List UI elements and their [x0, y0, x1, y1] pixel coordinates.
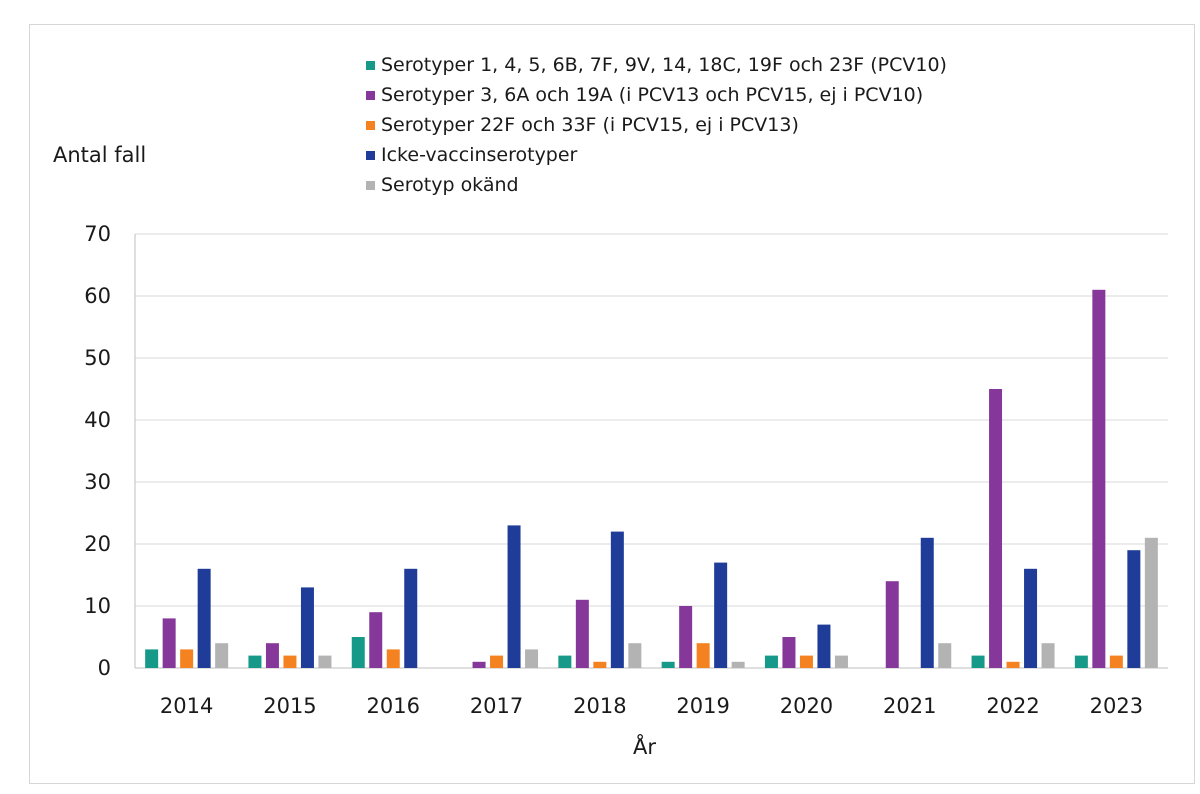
bar — [661, 661, 675, 668]
bar — [145, 649, 159, 668]
bar — [834, 655, 848, 668]
legend-swatch — [366, 60, 375, 70]
bar — [1109, 655, 1123, 668]
legend: Serotyper 1, 4, 5, 6B, 7F, 9V, 14, 18C, … — [366, 50, 947, 200]
bar — [714, 562, 728, 668]
bar — [731, 661, 745, 668]
bar — [920, 537, 934, 668]
legend-swatch — [366, 120, 375, 130]
tick-labels: 0 10 20 30 40 50 60 70 2014 2015 2016 2017 2018 2019 2… — [84, 222, 1143, 718]
bar — [351, 637, 365, 668]
bar — [1074, 655, 1088, 668]
legend-swatch — [366, 180, 375, 190]
bar — [215, 643, 229, 668]
x-tick-label: 2019 — [676, 694, 729, 718]
legend-label: Serotyper 22F och 33F (i PCV15, ej i PCV… — [381, 114, 799, 136]
legend-item: Serotyper 1, 4, 5, 6B, 7F, 9V, 14, 18C, … — [366, 50, 947, 80]
y-tick-label: 70 — [84, 222, 111, 246]
bar — [679, 606, 693, 668]
bar — [525, 649, 539, 668]
bar — [885, 581, 899, 668]
bar — [610, 531, 624, 668]
bar — [283, 655, 297, 668]
legend-label: Icke-vaccinserotyper — [381, 144, 578, 166]
bar — [490, 655, 504, 668]
legend-item: Serotyper 22F och 33F (i PCV15, ej i PCV… — [366, 110, 947, 140]
bar — [197, 568, 211, 668]
x-tick-label: 2016 — [367, 694, 420, 718]
bar — [1024, 568, 1038, 668]
bar — [989, 389, 1003, 668]
legend-label: Serotyp okänd — [381, 174, 519, 196]
bar — [1041, 643, 1055, 668]
x-tick-label: 2015 — [263, 694, 316, 718]
bar — [1092, 289, 1106, 668]
bar — [369, 612, 383, 668]
bar — [248, 655, 262, 668]
y-tick-label: 40 — [84, 408, 111, 432]
bar — [180, 649, 194, 668]
bar — [971, 655, 985, 668]
bar — [1006, 661, 1020, 668]
bar — [507, 525, 521, 668]
x-axis-label: År — [633, 735, 656, 759]
bar — [386, 649, 400, 668]
y-tick-label: 60 — [84, 284, 111, 308]
bar — [558, 655, 572, 668]
legend-item: Serotyp okänd — [366, 170, 947, 200]
bar — [318, 655, 332, 668]
x-tick-label: 2022 — [986, 694, 1039, 718]
legend-swatch — [366, 90, 375, 100]
x-tick-label: 2020 — [780, 694, 833, 718]
bar — [300, 587, 314, 668]
x-tick-label: 2017 — [470, 694, 523, 718]
legend-label: Serotyper 3, 6A och 19A (i PCV13 och PCV… — [381, 84, 924, 106]
y-tick-label: 20 — [84, 532, 111, 556]
y-tick-label: 50 — [84, 346, 111, 370]
bar — [764, 655, 778, 668]
x-tick-label: 2023 — [1090, 694, 1143, 718]
axes — [134, 234, 1168, 669]
y-tick-label: 30 — [84, 470, 111, 494]
bar — [1144, 537, 1158, 668]
y-axis-label: Antal fall — [53, 143, 147, 167]
legend-item: Serotyper 3, 6A och 19A (i PCV13 och PCV… — [366, 80, 947, 110]
bar — [265, 643, 279, 668]
bar — [782, 637, 796, 668]
x-tick-label: 2018 — [573, 694, 626, 718]
legend-label: Serotyper 1, 4, 5, 6B, 7F, 9V, 14, 18C, … — [381, 54, 947, 76]
x-tick-label: 2014 — [160, 694, 213, 718]
bar — [696, 643, 710, 668]
bars — [145, 289, 1158, 668]
y-tick-label: 0 — [98, 656, 111, 680]
bar — [628, 643, 642, 668]
bar — [472, 661, 486, 668]
bar — [1127, 550, 1141, 668]
bar — [404, 568, 418, 668]
grid — [135, 233, 1168, 607]
bar — [593, 661, 607, 668]
bar — [162, 618, 176, 668]
bar — [817, 624, 831, 668]
bar — [799, 655, 813, 668]
y-tick-label: 10 — [84, 594, 111, 618]
legend-item: Icke-vaccinserotyper — [366, 140, 947, 170]
legend-swatch — [366, 150, 375, 160]
bar — [575, 599, 589, 668]
bar — [938, 643, 952, 668]
x-tick-label: 2021 — [883, 694, 936, 718]
